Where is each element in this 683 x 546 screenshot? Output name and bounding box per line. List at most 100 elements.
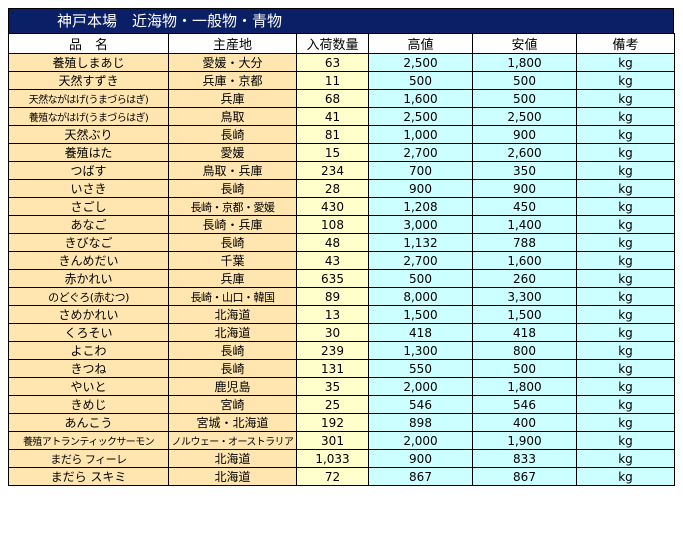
cell-unit: kg xyxy=(576,125,675,144)
cell-high: 1,300 xyxy=(368,341,473,360)
table-row: 養殖ながはげ(うまづらはぎ) 鳥取 41 2,500 2,500 kg xyxy=(8,107,675,126)
cell-unit: kg xyxy=(576,431,675,450)
cell-name: まだら スキミ xyxy=(8,467,169,486)
table-row: くろそい 北海道 30 418 418 kg xyxy=(8,323,675,342)
cell-qty: 234 xyxy=(296,161,369,180)
cell-low: 2,600 xyxy=(472,143,577,162)
cell-high: 2,700 xyxy=(368,251,473,270)
cell-qty: 192 xyxy=(296,413,369,432)
cell-qty: 41 xyxy=(296,107,369,126)
table-row: やいと 鹿児島 35 2,000 1,800 kg xyxy=(8,377,675,396)
table-row: いさき 長崎 28 900 900 kg xyxy=(8,179,675,198)
cell-origin: 長崎 xyxy=(168,359,297,378)
header-origin: 主産地 xyxy=(168,33,297,54)
cell-high: 1,208 xyxy=(368,197,473,216)
table-row: のどぐろ(赤むつ) 長崎・山口・韓国 89 8,000 3,300 kg xyxy=(8,287,675,306)
cell-high: 2,700 xyxy=(368,143,473,162)
cell-qty: 68 xyxy=(296,89,369,108)
header-qty: 入荷数量 xyxy=(296,33,369,54)
cell-low: 833 xyxy=(472,449,577,468)
table-row: 養殖アトランティックサーモン ノルウェー・オーストラリア 301 2,000 1,900… xyxy=(8,431,675,450)
cell-qty: 1,033 xyxy=(296,449,369,468)
cell-name: よこわ xyxy=(8,341,169,360)
cell-high: 418 xyxy=(368,323,473,342)
table-row: 赤かれい 兵庫 635 500 260 kg xyxy=(8,269,675,288)
cell-unit: kg xyxy=(576,215,675,234)
table-row: 天然ぶり 長崎 81 1,000 900 kg xyxy=(8,125,675,144)
cell-origin: 兵庫 xyxy=(168,89,297,108)
cell-origin: 北海道 xyxy=(168,323,297,342)
cell-high: 1,000 xyxy=(368,125,473,144)
cell-origin: 北海道 xyxy=(168,449,297,468)
cell-high: 2,500 xyxy=(368,53,473,72)
cell-qty: 25 xyxy=(296,395,369,414)
cell-origin: 鳥取 xyxy=(168,107,297,126)
cell-low: 260 xyxy=(472,269,577,288)
cell-unit: kg xyxy=(576,197,675,216)
cell-qty: 15 xyxy=(296,143,369,162)
cell-unit: kg xyxy=(576,89,675,108)
cell-name: くろそい xyxy=(8,323,169,342)
cell-name: さめかれい xyxy=(8,305,169,324)
cell-origin: 千葉 xyxy=(168,251,297,270)
table-row: 養殖はた 愛媛 15 2,700 2,600 kg xyxy=(8,143,675,162)
cell-low: 1,500 xyxy=(472,305,577,324)
cell-high: 8,000 xyxy=(368,287,473,306)
cell-qty: 430 xyxy=(296,197,369,216)
cell-origin: 愛媛・大分 xyxy=(168,53,297,72)
cell-origin: 北海道 xyxy=(168,305,297,324)
cell-high: 546 xyxy=(368,395,473,414)
table-row: きびなご 長崎 48 1,132 788 kg xyxy=(8,233,675,252)
cell-unit: kg xyxy=(576,143,675,162)
cell-low: 867 xyxy=(472,467,577,486)
cell-unit: kg xyxy=(576,413,675,432)
cell-high: 550 xyxy=(368,359,473,378)
cell-name: まだら フィーレ xyxy=(8,449,169,468)
cell-name: きつね xyxy=(8,359,169,378)
cell-name: 養殖はた xyxy=(8,143,169,162)
cell-high: 2,500 xyxy=(368,107,473,126)
price-table: 品 名 主産地 入荷数量 高値 安値 備考 養殖しまあじ 愛媛・大分 63 2,500… xyxy=(8,33,675,486)
header-high: 高値 xyxy=(368,33,473,54)
table-row: まだら スキミ 北海道 72 867 867 kg xyxy=(8,467,675,486)
cell-unit: kg xyxy=(576,323,675,342)
cell-name: きんめだい xyxy=(8,251,169,270)
table-row: きめじ 宮崎 25 546 546 kg xyxy=(8,395,675,414)
cell-low: 500 xyxy=(472,71,577,90)
cell-origin: 長崎 xyxy=(168,179,297,198)
cell-unit: kg xyxy=(576,53,675,72)
cell-unit: kg xyxy=(576,251,675,270)
cell-qty: 43 xyxy=(296,251,369,270)
cell-name: きめじ xyxy=(8,395,169,414)
cell-name: 赤かれい xyxy=(8,269,169,288)
cell-low: 900 xyxy=(472,179,577,198)
table-row: きんめだい 千葉 43 2,700 1,600 kg xyxy=(8,251,675,270)
cell-high: 500 xyxy=(368,71,473,90)
cell-qty: 72 xyxy=(296,467,369,486)
cell-origin: 鳥取・兵庫 xyxy=(168,161,297,180)
cell-origin: 宮城・北海道 xyxy=(168,413,297,432)
cell-unit: kg xyxy=(576,305,675,324)
cell-origin: 宮崎 xyxy=(168,395,297,414)
cell-origin: 兵庫・京都 xyxy=(168,71,297,90)
cell-origin: 長崎・山口・韓国 xyxy=(168,287,297,306)
table-body: 養殖しまあじ 愛媛・大分 63 2,500 1,800 kg 天然すずき 兵庫・京都 11 500… xyxy=(8,53,675,486)
cell-high: 1,132 xyxy=(368,233,473,252)
cell-origin: 鹿児島 xyxy=(168,377,297,396)
cell-name: 天然ぶり xyxy=(8,125,169,144)
cell-low: 450 xyxy=(472,197,577,216)
cell-name: 天然すずき xyxy=(8,71,169,90)
cell-name: やいと xyxy=(8,377,169,396)
cell-unit: kg xyxy=(576,395,675,414)
cell-low: 500 xyxy=(472,89,577,108)
cell-high: 3,000 xyxy=(368,215,473,234)
cell-low: 2,500 xyxy=(472,107,577,126)
table-row: よこわ 長崎 239 1,300 800 kg xyxy=(8,341,675,360)
cell-qty: 11 xyxy=(296,71,369,90)
cell-high: 867 xyxy=(368,467,473,486)
cell-unit: kg xyxy=(576,269,675,288)
table-row: 養殖しまあじ 愛媛・大分 63 2,500 1,800 kg xyxy=(8,53,675,72)
header-row: 品 名 主産地 入荷数量 高値 安値 備考 xyxy=(8,33,675,54)
header-low: 安値 xyxy=(472,33,577,54)
cell-high: 700 xyxy=(368,161,473,180)
